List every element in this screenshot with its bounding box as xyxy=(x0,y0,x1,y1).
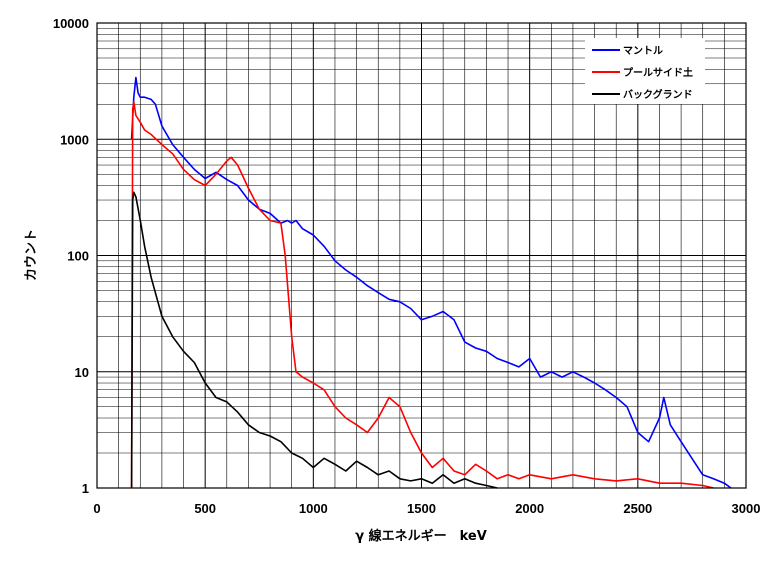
series-line xyxy=(130,191,498,489)
series-line xyxy=(130,101,714,489)
x-tick-label: 1500 xyxy=(407,501,436,516)
y-tick-labels: 1 10 100 1000 10000 xyxy=(53,16,89,496)
x-tick-label: 0 xyxy=(93,501,100,516)
y-tick-label: 1000 xyxy=(60,132,89,147)
y-tick-label: 100 xyxy=(67,249,89,264)
x-tick-label: 1000 xyxy=(299,501,328,516)
x-tick-label: 2000 xyxy=(515,501,544,516)
series-line xyxy=(130,76,732,489)
x-tick-label: 500 xyxy=(194,501,216,516)
plot-border xyxy=(96,22,747,489)
y-tick-label: 10 xyxy=(75,365,89,380)
y-tick-label: 1 xyxy=(82,481,89,496)
grid xyxy=(97,23,746,488)
x-tick-label: 3000 xyxy=(732,501,761,516)
y-axis-title: カウント xyxy=(24,229,39,281)
legend-label: バックグランド xyxy=(623,88,693,101)
legend-label: マントル xyxy=(623,45,663,57)
series-lines xyxy=(130,76,732,489)
legend-label: プールサイド土 xyxy=(623,66,693,79)
x-tick-label: 2500 xyxy=(623,501,652,516)
y-tick-label: 10000 xyxy=(53,16,89,31)
x-tick-labels: 0 500 1000 1500 2000 2500 3000 xyxy=(93,501,760,516)
x-axis-title: γ 線エネルギー keV xyxy=(355,528,487,544)
